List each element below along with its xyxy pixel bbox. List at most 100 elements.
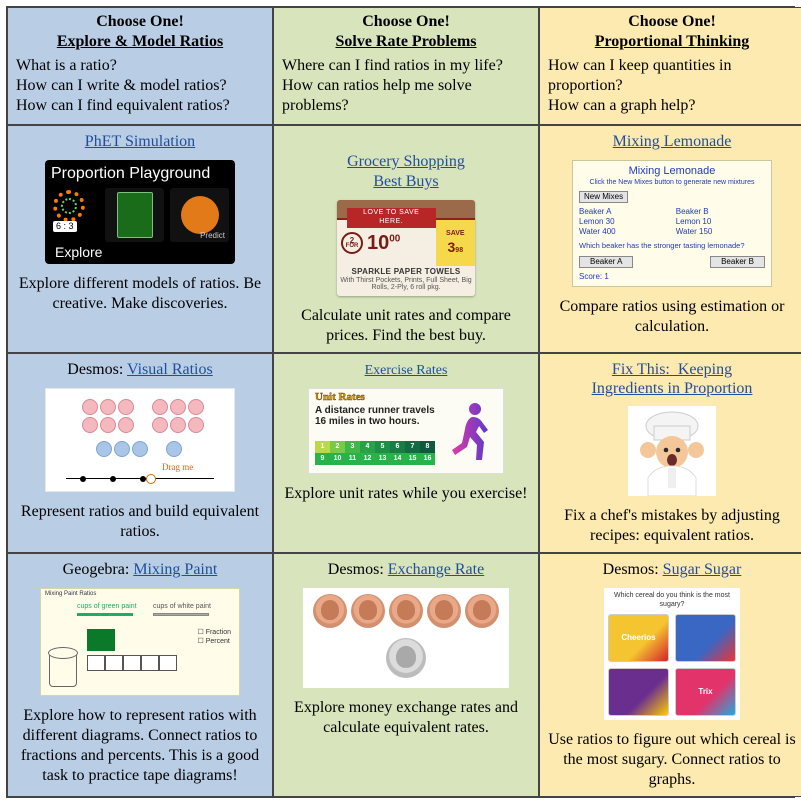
activity-title: Mixing Lemonade: [613, 132, 732, 152]
activity-title: Desmos: Sugar Sugar: [603, 560, 742, 580]
phet-title: Proportion Playground: [51, 164, 229, 184]
cell-mixing-paint: Geogebra: Mixing Paint Mixing Paint Rati…: [7, 553, 273, 797]
choice-board-grid: Choose One! Explore & Model Ratios What …: [6, 6, 795, 798]
necklace-icon: 6 : 3: [51, 188, 99, 232]
header-col-2: Choose One! Solve Rate Problems Where ca…: [273, 7, 539, 125]
ratio-tag: 6 : 3: [53, 221, 77, 232]
drag-label: Drag me: [162, 462, 193, 473]
header-subtitle: Solve Rate Problems: [282, 32, 530, 52]
activity-desc: Explore unit rates while you exercise!: [284, 484, 527, 504]
header-col-3: Choose One! Proportional Thinking How ca…: [539, 7, 801, 125]
explore-label: Explore: [51, 244, 229, 262]
activity-desc: Explore different models of ratios. Be c…: [16, 274, 264, 314]
price-label: 1000: [367, 233, 400, 253]
cell-fix-this: Fix This: KeepingIngredients in Proporti…: [539, 353, 801, 553]
activity-title: Exercise Rates: [365, 360, 448, 380]
beaker-b-label: Beaker B: [676, 207, 765, 217]
banner-label: LOVE TO SAVE HERE.: [347, 208, 436, 228]
white-label: cups of white paint: [153, 603, 211, 612]
prefix-label: Desmos:: [67, 361, 127, 378]
visual-ratios-link[interactable]: Visual Ratios: [127, 361, 213, 378]
header-title: Choose One!: [16, 12, 264, 32]
drag-handle-icon: [146, 474, 156, 484]
prefix-label: Geogebra:: [63, 561, 134, 578]
chef-icon: [628, 406, 716, 496]
cell-exercise-rates: Exercise Rates Unit Rates A distance run…: [273, 353, 539, 553]
blue-dots-icon: [166, 441, 182, 457]
beaker-a-label: Beaker A: [579, 207, 668, 217]
beaker-a-button: Beaker A: [579, 256, 633, 268]
header-subtitle: Proportional Thinking: [548, 32, 796, 52]
tape-diagram-icon: [87, 655, 177, 671]
activity-title: Geogebra: Mixing Paint: [63, 560, 218, 580]
sugar-thumbnail[interactable]: Which cereal do you think is the most su…: [604, 588, 740, 720]
green-block-icon: [87, 629, 115, 651]
penny-row-icon: [303, 594, 509, 628]
bottom-bar-icon: 910111213141516: [315, 453, 435, 465]
prefix-label: Desmos:: [603, 561, 663, 578]
phet-simulation-link[interactable]: PhET Simulation: [85, 133, 195, 150]
phet-thumbnail[interactable]: Proportion Playground 6 : 3 Predict Expl…: [45, 160, 235, 264]
score-label: Score: 1: [579, 272, 765, 282]
mixing-paint-link[interactable]: Mixing Paint: [133, 561, 217, 578]
runner-icon: [443, 403, 499, 469]
for-circle-icon: 2 FOR: [341, 232, 363, 254]
cereal-grid: CheeriosTrix: [608, 614, 736, 716]
cell-phet-simulation: PhET Simulation Proportion Playground 6 …: [7, 125, 273, 353]
activity-title: Desmos: Visual Ratios: [67, 360, 212, 380]
grocery-shopping-link[interactable]: Grocery ShoppingBest Buys: [347, 153, 465, 190]
options-label: ☐ Fraction ☐ Percent: [197, 629, 231, 647]
header-title: Choose One!: [282, 12, 530, 32]
sugar-question: Which cereal do you think is the most su…: [608, 592, 736, 610]
activity-title: Grocery ShoppingBest Buys: [347, 132, 465, 192]
save-badge: SAVE 398: [436, 220, 475, 266]
billiards-icon: [105, 188, 164, 242]
fix-this-link[interactable]: Fix This: KeepingIngredients in Proporti…: [592, 361, 753, 397]
predict-icon: Predict: [170, 188, 229, 242]
lemon-sub: Click the New Mixes button to generate n…: [579, 179, 765, 188]
cell-mixing-lemonade: Mixing Lemonade Mixing Lemonade Click th…: [539, 125, 801, 353]
header-title: Choose One!: [548, 12, 796, 32]
header-body: How can I keep quantities in proportion?…: [548, 56, 796, 116]
lemon-title: Mixing Lemonade: [579, 165, 765, 179]
paint-header: Mixing Paint Ratios: [45, 591, 96, 599]
header-col-1: Choose One! Explore & Model Ratios What …: [7, 7, 273, 125]
exchange-rate-thumbnail[interactable]: [303, 588, 509, 688]
activity-desc: Explore how to represent ratios with dif…: [16, 706, 264, 786]
exchange-rate-link[interactable]: Exchange Rate: [388, 561, 484, 578]
chef-thumbnail[interactable]: [628, 406, 716, 496]
cell-sugar-sugar: Desmos: Sugar Sugar Which cereal do you …: [539, 553, 801, 797]
activity-desc: Fix a chef's mistakes by adjusting recip…: [548, 506, 796, 546]
exercise-rates-thumbnail[interactable]: Unit Rates A distance runner travels 16 …: [308, 388, 504, 474]
new-mixes-button: New Mixes: [579, 191, 628, 203]
cell-visual-ratios: Desmos: Visual Ratios Drag me: [7, 353, 273, 553]
cell-exchange-rate: Desmos: Exchange Rate Explore money exch…: [273, 553, 539, 797]
header-subtitle: Explore & Model Ratios: [16, 32, 264, 52]
pink-dots-icon: [152, 399, 204, 433]
mixing-paint-thumbnail[interactable]: Mixing Paint Ratios cups of green paint …: [40, 588, 240, 696]
visual-ratios-thumbnail[interactable]: Drag me: [45, 388, 235, 492]
header-body: Where can I find ratios in my life? How …: [282, 56, 530, 116]
exercise-rates-link[interactable]: Exercise Rates: [365, 363, 448, 378]
predict-label: Predict: [200, 231, 225, 241]
bucket-icon: [49, 653, 77, 687]
mixing-lemonade-link[interactable]: Mixing Lemonade: [613, 133, 732, 150]
cereal-box-icon: [608, 668, 669, 716]
grocery-thumbnail[interactable]: LOVE TO SAVE HERE. 2 FOR 1000 SAVE 398 S…: [337, 200, 475, 296]
cereal-box-icon: Trix: [675, 668, 736, 716]
activity-title: Desmos: Exchange Rate: [328, 560, 484, 580]
cell-grocery-shopping: Grocery ShoppingBest Buys LOVE TO SAVE H…: [273, 125, 539, 353]
cereal-box-icon: [675, 614, 736, 662]
lemon-question: Which beaker has the stronger tasting le…: [579, 241, 765, 250]
header-body: What is a ratio? How can I write & model…: [16, 56, 264, 116]
beaker-b-button: Beaker B: [710, 256, 765, 268]
lemonade-thumbnail[interactable]: Mixing Lemonade Click the New Mixes butt…: [572, 160, 772, 287]
blue-dots-icon: [96, 441, 148, 457]
nickel-icon: [386, 638, 426, 678]
cereal-box-icon: Cheerios: [608, 614, 669, 662]
activity-title: Fix This: KeepingIngredients in Proporti…: [592, 360, 753, 398]
sugar-sugar-link[interactable]: Sugar Sugar: [663, 561, 742, 578]
green-label: cups of green paint: [77, 603, 137, 612]
activity-desc: Calculate unit rates and compare prices.…: [282, 306, 530, 346]
top-bar-icon: 12345678: [315, 441, 435, 453]
